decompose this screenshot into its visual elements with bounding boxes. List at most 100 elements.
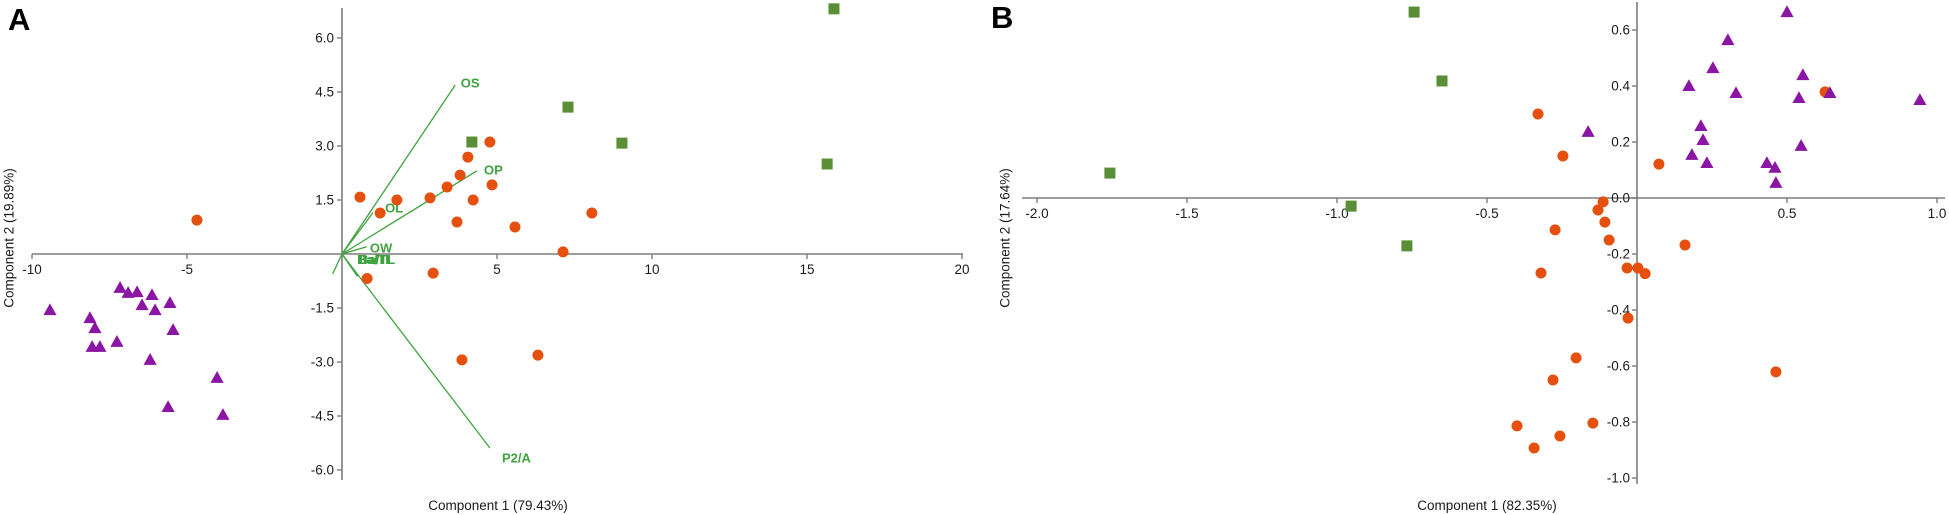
panel-a-y-axis-title: Component 2 (19.89%) xyxy=(1,168,17,308)
panel-a: A -10 -5 5 10 15 20 6.0 4.5 3.0 1.5 -1.5 -3.0 -4.5 -6… xyxy=(1,2,970,513)
data-point-triangle xyxy=(1581,125,1595,137)
data-point-triangle xyxy=(1768,160,1782,173)
data-point-circle xyxy=(427,267,439,279)
data-point-circle xyxy=(462,151,474,163)
data-point-triangle xyxy=(1794,139,1808,151)
data-point-circle xyxy=(456,354,468,366)
data-point-circle xyxy=(1603,234,1615,246)
data-point-triangle xyxy=(1792,91,1806,104)
y-tick-label: -0.6 xyxy=(1607,359,1630,374)
y-tick-label: 4.5 xyxy=(315,85,334,100)
y-tick-label: 1.5 xyxy=(315,193,334,208)
data-point-triangle xyxy=(1721,33,1735,46)
panel-b-letter: B xyxy=(991,0,1014,35)
loading-vector-label: Ba/TL xyxy=(358,252,394,267)
data-point-triangle xyxy=(166,323,180,335)
data-point-square xyxy=(616,137,628,149)
x-tick-label: 10 xyxy=(644,262,659,277)
data-point-triangle xyxy=(216,408,230,420)
data-point-circle xyxy=(1549,224,1561,236)
data-point-circle xyxy=(1528,442,1540,454)
y-tick-label: 0.0 xyxy=(1611,191,1630,206)
data-point-circle xyxy=(1535,267,1547,279)
data-point-square xyxy=(828,3,840,15)
panel-b-y-axis-title: Component 2 (17.64%) xyxy=(997,168,1013,308)
data-point-triangle xyxy=(1913,93,1927,105)
data-point-circle xyxy=(1511,420,1523,432)
data-point-triangle xyxy=(1823,86,1837,98)
data-point-circle xyxy=(374,207,386,219)
data-point-square xyxy=(821,158,833,170)
data-point-circle xyxy=(1770,366,1782,378)
loading-vector-label: OP xyxy=(484,163,503,178)
data-point-triangle xyxy=(43,303,57,316)
data-point-triangle xyxy=(1685,148,1699,160)
data-point-triangle xyxy=(143,353,157,365)
data-point-triangle xyxy=(1780,5,1794,18)
data-point-square xyxy=(466,136,478,148)
data-point-square xyxy=(1408,6,1420,18)
data-point-circle xyxy=(1597,196,1609,208)
data-point-triangle xyxy=(145,288,159,301)
x-tick-label: 20 xyxy=(954,262,969,277)
x-tick-label: -1.0 xyxy=(1325,206,1348,221)
data-point-circle xyxy=(509,221,521,233)
loading-vector-line xyxy=(341,253,491,449)
data-point-triangle xyxy=(1769,176,1783,188)
y-tick-label: -0.2 xyxy=(1607,247,1630,262)
panel-b: B -2.0 -1.5 -1.0 -0.5 0.5 1.0 0.6 0.4 0.2 0.0 -0.2… xyxy=(975,0,1949,515)
data-point-triangle xyxy=(148,303,162,316)
data-point-triangle xyxy=(1696,133,1710,146)
data-point-circle xyxy=(1557,150,1569,162)
data-point-triangle xyxy=(110,335,124,347)
data-point-circle xyxy=(424,192,436,204)
data-point-square xyxy=(562,101,574,113)
data-point-circle xyxy=(1679,239,1691,251)
data-point-circle xyxy=(532,349,544,361)
data-point-triangle xyxy=(1796,68,1810,81)
panel-b-plot: -2.0 -1.5 -1.0 -0.5 0.5 1.0 0.6 0.4 0.2 0.0 -0.2 -0… xyxy=(1022,2,1947,486)
y-tick-label: -0.8 xyxy=(1607,415,1630,430)
y-tick-label: -4.5 xyxy=(311,409,334,424)
data-point-circle xyxy=(391,194,403,206)
loading-vector-line xyxy=(341,212,374,255)
x-tick-label: 0.5 xyxy=(1778,206,1797,221)
loading-vector-line xyxy=(341,84,456,255)
x-tick-label: -2.0 xyxy=(1025,206,1048,221)
y-tick-label: 6.0 xyxy=(315,31,334,46)
panel-a-letter: A xyxy=(8,2,31,37)
loading-vector-label: Ba/TL xyxy=(359,252,395,267)
data-point-circle xyxy=(441,181,453,193)
x-tick-label: 1.0 xyxy=(1928,206,1947,221)
data-point-circle xyxy=(486,179,498,191)
data-point-circle xyxy=(1599,216,1611,228)
data-point-square xyxy=(1104,167,1116,179)
y-tick-label: 0.6 xyxy=(1611,23,1630,38)
data-point-triangle xyxy=(210,371,224,383)
panel-a-plot: -10 -5 5 10 15 20 6.0 4.5 3.0 1.5 -1.5 -3.0 -4.5 -6.0… xyxy=(22,3,970,480)
y-tick-label: 0.4 xyxy=(1611,79,1630,94)
data-point-circle xyxy=(1554,430,1566,442)
data-point-square xyxy=(1436,75,1448,87)
data-point-triangle xyxy=(93,340,107,352)
data-point-circle xyxy=(1639,268,1651,280)
loading-vector-line xyxy=(341,170,478,255)
y-tick-label: 3.0 xyxy=(315,139,334,154)
data-point-triangle xyxy=(130,285,144,298)
panel-b-x-axis-title: Component 1 (82.35%) xyxy=(1417,498,1557,513)
data-point-triangle xyxy=(163,296,177,308)
data-point-triangle xyxy=(121,286,135,298)
x-tick-label: -5 xyxy=(181,262,193,277)
data-point-circle xyxy=(1653,158,1665,170)
loading-vector-label: P2/A xyxy=(502,451,532,466)
data-point-triangle xyxy=(135,298,149,311)
x-tick-label: -0.5 xyxy=(1475,206,1498,221)
y-tick-label: -3.0 xyxy=(311,355,334,370)
data-point-triangle xyxy=(1682,79,1696,91)
data-point-circle xyxy=(1622,312,1634,324)
data-point-triangle xyxy=(1706,61,1720,74)
x-tick-label: -10 xyxy=(22,262,42,277)
data-point-square xyxy=(1401,240,1413,252)
data-point-circle xyxy=(454,169,466,181)
data-point-circle xyxy=(1532,108,1544,120)
